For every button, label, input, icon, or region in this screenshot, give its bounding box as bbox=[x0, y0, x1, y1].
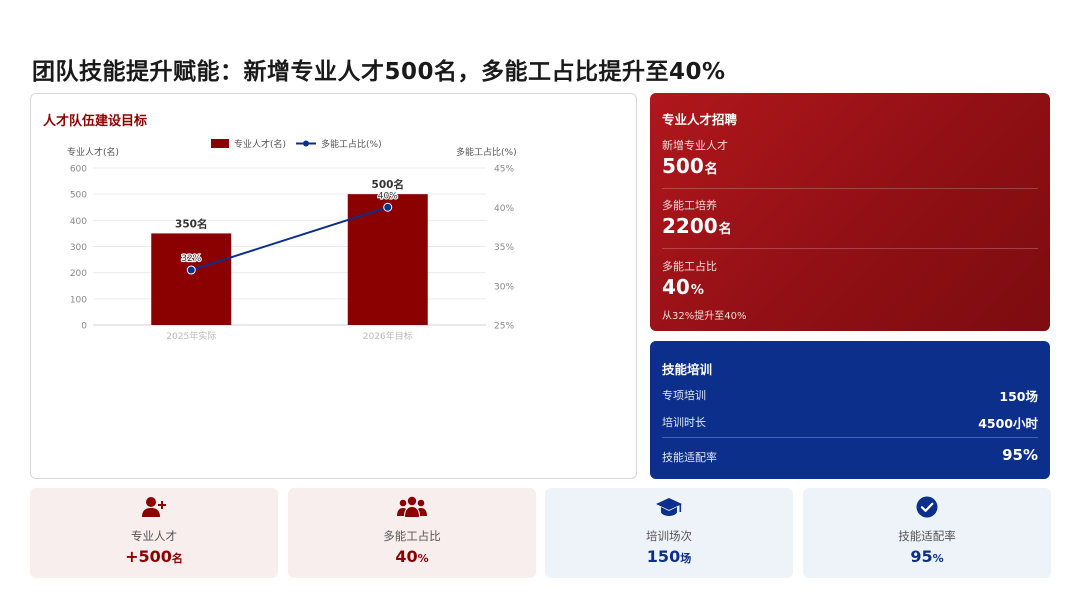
chart-card: 人才队伍建设目标 0 100 200 300 400 500 600 25% 30% 35% 40%… bbox=[30, 93, 637, 479]
kpi-label: 多能工占比 bbox=[383, 529, 441, 543]
check-circle-icon bbox=[916, 496, 938, 518]
users-group-icon bbox=[397, 496, 427, 517]
recruit-card: 专业人才招聘 新增专业人才 500名 多能工培养 2200名 多能工占比 40%… bbox=[650, 93, 1050, 331]
training-row-label: 培训时长 bbox=[662, 416, 706, 429]
training-row-value: 4500小时 bbox=[978, 416, 1038, 431]
x-tick-label: 2026年目标 bbox=[363, 330, 413, 342]
divider bbox=[662, 188, 1038, 189]
training-row-label: 技能适配率 bbox=[662, 451, 717, 464]
y-tick-left: 400 bbox=[70, 217, 87, 227]
graduation-cap-icon bbox=[656, 498, 682, 516]
bar-data-label: 500名 bbox=[372, 178, 404, 191]
stat-label-new-talent: 新增专业人才 bbox=[662, 139, 728, 152]
y-axis-label-left: 专业人才(名) bbox=[67, 146, 119, 158]
line-data-label: 32% bbox=[181, 254, 201, 264]
y-tick-left: 600 bbox=[70, 165, 87, 175]
kpi-card-training: 培训场次 150场 bbox=[545, 488, 793, 578]
legend-swatch-bar bbox=[211, 139, 229, 148]
chart-title: 人才队伍建设目标 bbox=[43, 114, 148, 129]
stat-note: 从32%提升至40% bbox=[662, 311, 747, 322]
training-row-label: 专项培训 bbox=[662, 389, 706, 402]
y-tick-right: 35% bbox=[494, 243, 514, 253]
divider bbox=[662, 248, 1038, 249]
y-tick-left: 0 bbox=[81, 322, 87, 332]
training-card: 技能培训 专项培训 150场 培训时长 4500小时 技能适配率 95% bbox=[650, 341, 1050, 479]
line-data-label: 40% bbox=[378, 191, 398, 201]
line-series bbox=[190, 206, 389, 272]
kpi-value: +500名 bbox=[125, 547, 183, 566]
line-data-label-halo: 32% bbox=[181, 254, 201, 264]
y-tick-left: 300 bbox=[70, 243, 87, 253]
y-tick-right: 45% bbox=[494, 165, 514, 175]
legend-label-line: 多能工占比(%) bbox=[321, 138, 382, 150]
line-data-label-halo: 40% bbox=[378, 191, 398, 201]
legend-label-bar: 专业人才(名) bbox=[234, 138, 286, 150]
bar bbox=[347, 194, 428, 325]
page-title: 团队技能提升赋能：新增专业人才500名，多能工占比提升至40% bbox=[32, 59, 726, 85]
y-tick-left: 100 bbox=[70, 295, 87, 305]
bar-data-label: 350名 bbox=[175, 217, 207, 230]
bar bbox=[151, 233, 232, 325]
line-point bbox=[383, 202, 393, 212]
training-row-value: 95% bbox=[1002, 446, 1038, 464]
user-plus-icon bbox=[142, 497, 166, 517]
kpi-card-multiskill: 多能工占比 40% bbox=[288, 488, 536, 578]
y-tick-left: 200 bbox=[70, 269, 87, 279]
recruit-heading: 专业人才招聘 bbox=[662, 112, 738, 127]
stat-value-multiskill-ratio: 40% bbox=[662, 275, 704, 299]
x-tick-label: 2025年实际 bbox=[166, 330, 216, 342]
kpi-value: 95% bbox=[910, 547, 944, 566]
y-tick-right: 25% bbox=[494, 322, 514, 332]
kpi-label: 培训场次 bbox=[646, 529, 692, 543]
kpi-card-talent: 专业人才 +500名 bbox=[30, 488, 278, 578]
stat-value-multiskill-training: 2200名 bbox=[662, 214, 732, 238]
y-axis-label-right: 多能工占比(%) bbox=[456, 146, 517, 158]
divider bbox=[662, 437, 1038, 438]
kpi-card-fit-rate: 技能适配率 95% bbox=[803, 488, 1051, 578]
stat-label-multiskill-training: 多能工培养 bbox=[662, 199, 717, 212]
y-tick-right: 40% bbox=[494, 204, 514, 214]
line-point bbox=[186, 265, 196, 275]
y-tick-left: 500 bbox=[70, 191, 87, 201]
combo-chart: 0 100 200 300 400 500 600 25% 30% 35% 40% 45% 专业人才(名… bbox=[67, 138, 517, 342]
stat-label-multiskill-ratio: 多能工占比 bbox=[662, 260, 717, 273]
training-heading: 技能培训 bbox=[662, 362, 713, 377]
kpi-value: 40% bbox=[395, 547, 429, 566]
kpi-value: 150场 bbox=[646, 547, 692, 566]
kpi-label: 技能适配率 bbox=[898, 529, 956, 543]
training-row-value: 150场 bbox=[999, 389, 1038, 404]
kpi-label: 专业人才 bbox=[131, 529, 177, 543]
legend-marker-line bbox=[303, 140, 309, 147]
y-tick-right: 30% bbox=[494, 282, 514, 292]
stat-value-new-talent: 500名 bbox=[662, 154, 718, 178]
